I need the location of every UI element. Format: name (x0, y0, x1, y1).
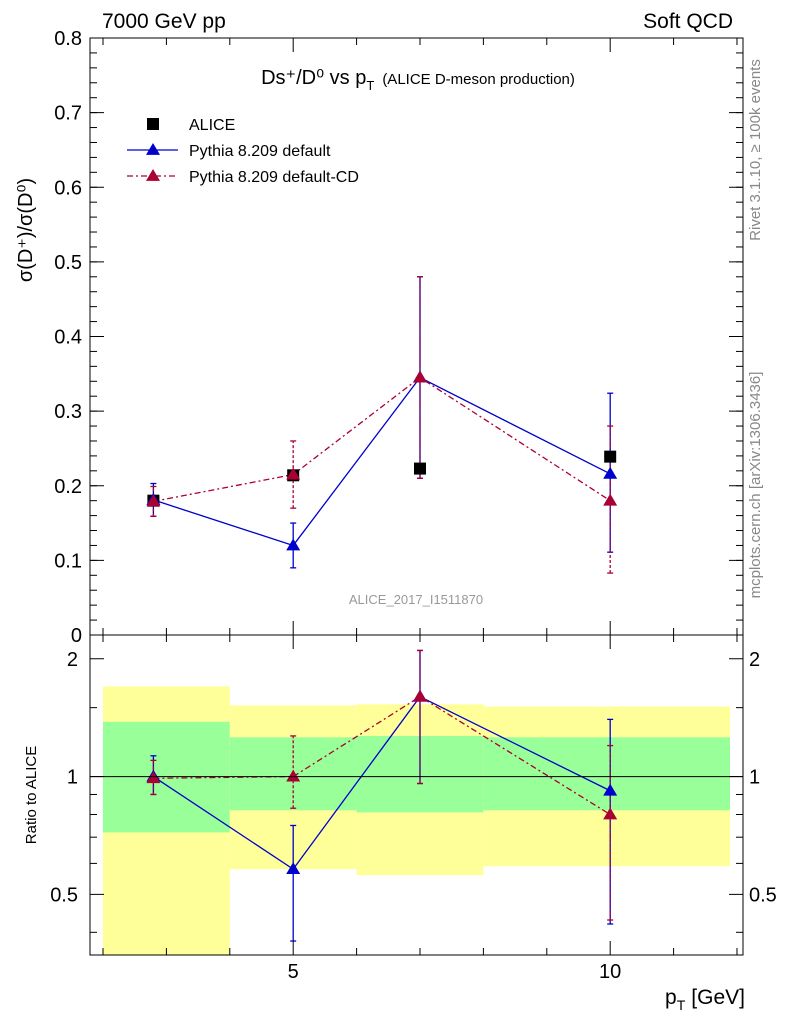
ratio-data-point (286, 769, 301, 782)
plot-title: Ds⁺/D⁰ vs pT (ALICE D-meson production) (261, 67, 575, 93)
rivet-version-label: Rivet 3.1.10, ≥ 100k events (747, 59, 764, 241)
data-point-pythia (286, 467, 301, 480)
header-left: 7000 GeV pp (102, 10, 226, 33)
ratio-y-tick-label-right: 0.5 (749, 884, 777, 906)
y-tick-label: 0.7 (54, 103, 82, 125)
y-tick-label: 0.1 (54, 550, 82, 572)
watermark: ALICE_2017_I1511870 (349, 592, 483, 607)
ratio-y-axis-label: Ratio to ALICE (23, 746, 40, 844)
legend-marker-square (147, 118, 159, 130)
ratio-y-tick-label-right: 2 (749, 649, 760, 671)
data-point-pythia (412, 370, 427, 383)
ratio-y-tick-label-right: 1 (749, 767, 760, 789)
ratio-y-tick-label: 2 (67, 649, 78, 671)
ratio-data-point (603, 783, 618, 796)
main-panel-frame (89, 37, 744, 636)
data-point-pythia (286, 538, 301, 551)
series-line (153, 376, 611, 547)
legend-label: Pythia 8.209 default-CD (189, 169, 359, 186)
source-label: mcplots.cern.ch [arXiv:1306.3436] (747, 372, 764, 599)
x-tick-label: 5 (288, 961, 299, 983)
legend-marker-triangle (146, 169, 160, 181)
x-tick-label: 10 (599, 961, 621, 983)
data-point-pythia (603, 466, 618, 479)
x-axis-label: pT [GeV] (665, 986, 745, 1013)
ratio-series-line (153, 695, 611, 871)
uncertainty-band-inner (103, 721, 230, 833)
data-point-pythia (603, 493, 618, 506)
y-tick-label: 0.8 (54, 28, 82, 50)
legend-marker-triangle (146, 143, 160, 155)
series-line (153, 376, 611, 503)
ratio-data-point (603, 807, 618, 820)
y-tick-label: 0.4 (54, 327, 82, 349)
y-tick-label: 0.2 (54, 476, 82, 498)
ratio-data-point (146, 771, 161, 784)
ratio-data-point (412, 689, 427, 702)
y-tick-label: 0.5 (54, 252, 82, 274)
ratio-data-point (286, 862, 301, 875)
y-tick-label: 0.6 (54, 177, 82, 199)
ratio-y-tick-label: 0.5 (50, 884, 78, 906)
legend-label: Pythia 8.209 default (189, 143, 331, 160)
y-tick-label: 0 (71, 625, 82, 647)
legend-label: ALICE (189, 117, 235, 134)
header-right: Soft QCD (643, 10, 733, 33)
data-point-alice (413, 462, 426, 475)
y-tick-label: 0.3 (54, 401, 82, 423)
data-point-alice (604, 450, 617, 463)
ratio-y-tick-label: 1 (67, 767, 78, 789)
ratio-panel-frame (89, 634, 744, 956)
ratio-series-line (153, 695, 611, 816)
y-axis-label: σ(D⁺)/σ(D⁰) (15, 178, 37, 282)
uncertainty-band-inner (483, 737, 730, 811)
data-point-pythia (146, 494, 161, 507)
